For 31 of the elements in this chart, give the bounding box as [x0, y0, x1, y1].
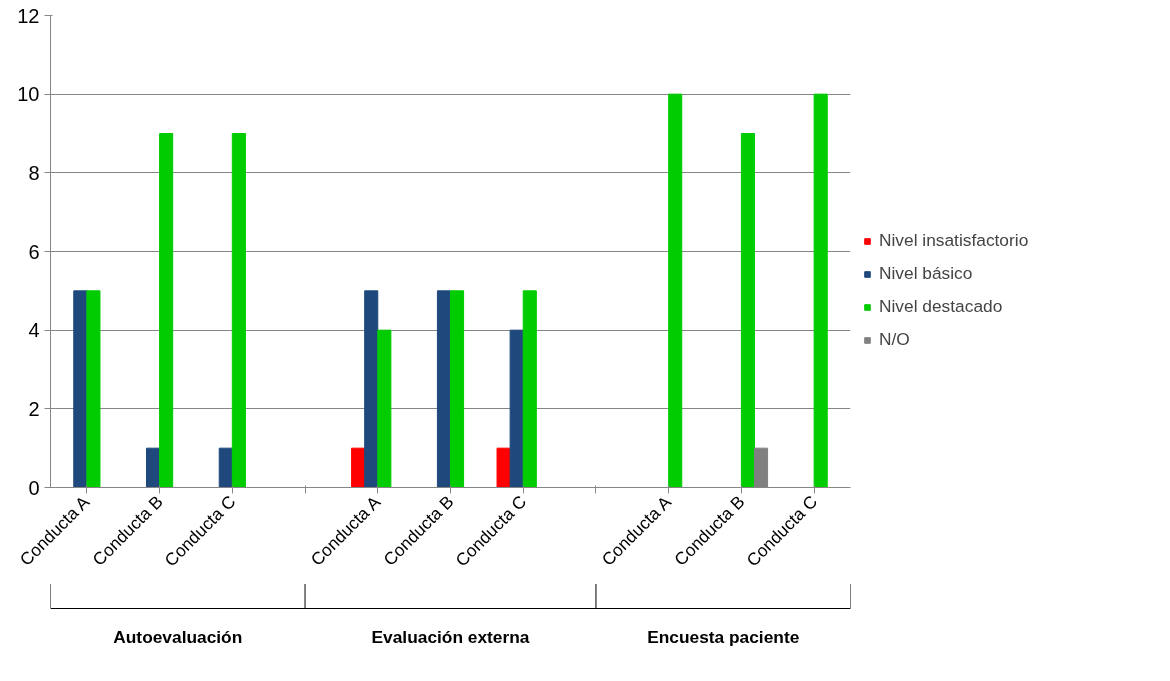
bar — [509, 329, 524, 488]
text: Evaluación externa — [371, 626, 530, 647]
bar — [364, 290, 379, 488]
bar — [159, 133, 174, 488]
bar — [146, 447, 161, 488]
bar — [668, 93, 683, 488]
bar — [450, 290, 465, 488]
bar — [496, 447, 511, 488]
text: Encuesta paciente — [647, 626, 800, 647]
bar — [813, 93, 828, 488]
legend-label: Nivel insatisfactorio — [879, 230, 1029, 251]
bar — [351, 447, 366, 488]
bar — [522, 290, 537, 488]
bar — [231, 133, 246, 488]
y-tick-label: 6 — [28, 240, 40, 263]
y-tick-label: 2 — [28, 397, 40, 420]
bar — [377, 329, 392, 488]
bar — [86, 290, 101, 488]
y-tick-label: 4 — [28, 319, 40, 342]
legend-label: Nivel destacado — [879, 296, 1003, 317]
bar — [73, 290, 88, 488]
y-tick-label: 0 — [28, 476, 40, 499]
text: Autoevaluación — [113, 626, 243, 647]
y-tick-label: 10 — [17, 83, 40, 106]
bar — [740, 133, 755, 488]
y-tick-label: 12 — [17, 4, 40, 27]
bar — [436, 290, 451, 488]
bar — [218, 447, 233, 488]
legend-label: N/O — [879, 329, 910, 350]
legend-label: Nivel básico — [879, 263, 973, 284]
y-tick-label: 8 — [28, 161, 40, 184]
